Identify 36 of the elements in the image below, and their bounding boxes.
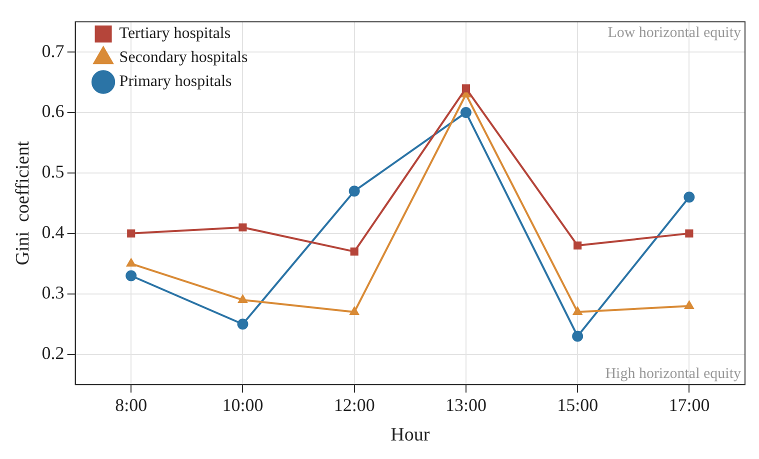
x-tick-label: 8:00 [115,395,148,416]
legend-label: Tertiary hospitals [119,25,231,42]
y-tick-label: 0.3 [42,282,64,303]
y-tick-label: 0.5 [42,162,64,182]
point [684,192,695,203]
point [237,318,248,330]
x-tick-label: 12:00 [334,395,375,416]
point [350,248,358,256]
legend-label: Primary hospitals [119,73,232,90]
point [460,107,472,118]
point [126,258,136,267]
x-tick-label: 13:00 [445,395,486,416]
annotation: High horizontal equity [605,366,742,382]
x-tick-label: 15:00 [557,395,598,416]
point [574,241,582,250]
y-tick-label: 0.2 [42,343,64,364]
point [685,229,694,238]
point [238,223,247,232]
y-tick-label: 0.4 [42,222,64,242]
point [127,229,136,238]
point [462,84,470,92]
x-tick-label: 10:00 [222,395,264,416]
point [126,270,137,282]
legend-label: Secondary hospitals [119,49,248,66]
point [572,306,582,316]
point [238,294,248,303]
annotation: Low horizontal equity [608,25,742,42]
point [350,306,360,316]
y-axis-title: Gini coefficient [12,140,34,266]
x-axis-title: Hour [390,424,430,446]
point [348,186,360,197]
y-tick-label: 0.6 [42,101,64,122]
point [572,330,584,342]
x-tick-label: 17:00 [668,395,710,416]
point [684,300,694,309]
y-tick-label: 0.7 [42,40,64,61]
